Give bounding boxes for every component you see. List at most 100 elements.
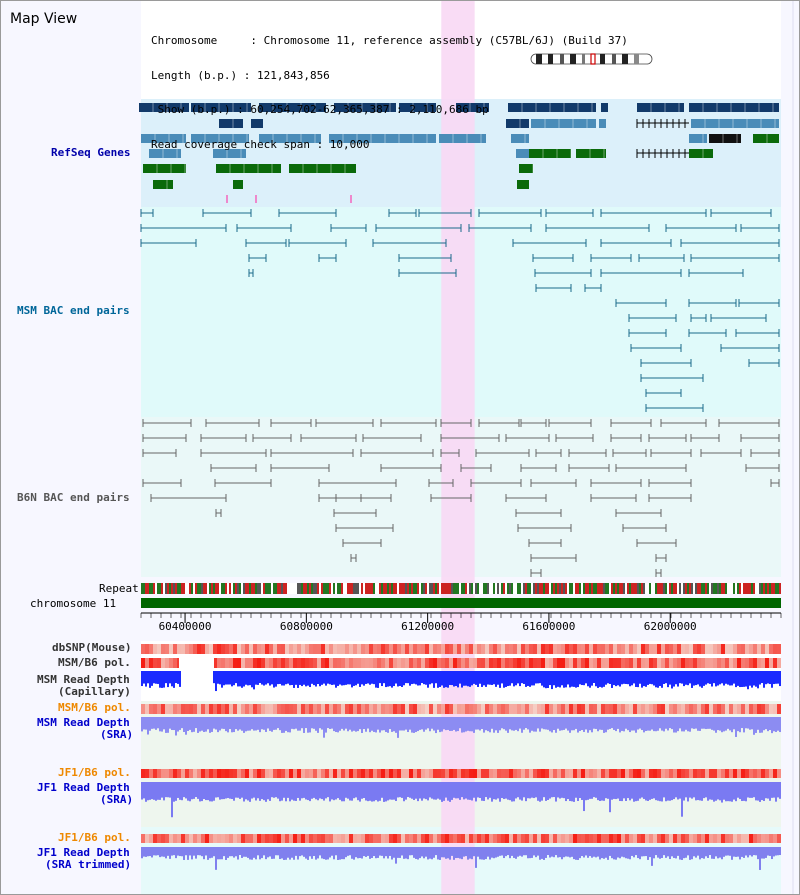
msm-b6-pol-cell (305, 658, 309, 668)
jf1-b6-pol-trim-cell (141, 834, 145, 843)
msm-depth-sra-bar (149, 717, 151, 731)
jf1-b6-pol-trim-cell (561, 834, 565, 843)
repeat-mark (333, 583, 335, 594)
jf1-depth-sra-bar (671, 782, 673, 801)
msm-depth-sra-bar (213, 717, 215, 729)
msm-b6-pol-sra-cell (693, 704, 697, 714)
msm-depth-sra-bar (223, 717, 225, 729)
msm-depth-sra-bar (493, 717, 495, 733)
repeat-mark (619, 583, 621, 594)
dbsnp-cell (641, 644, 645, 654)
jf1-depth-sra-bar (537, 782, 539, 801)
repeat-mark (373, 583, 375, 594)
jf1-b6-pol-trim-cell (357, 834, 361, 843)
msm-depth-sra-bar (437, 717, 439, 730)
msm-depth-sra-bar (427, 717, 429, 729)
repeat-mark (731, 583, 733, 594)
jf1-depth-trimmed-bar (201, 847, 203, 857)
jf1-b6-pol-cell (749, 769, 753, 778)
jf1-depth-trimmed-bar (459, 847, 461, 859)
jf1-depth-sra-bar (333, 782, 335, 801)
jf1-depth-sra-bar (389, 782, 391, 800)
msm-depth-capillary-bar (627, 671, 629, 685)
msm-b6-pol-sra-cell (421, 704, 425, 714)
jf1-depth-sra-bar (505, 782, 507, 799)
msm-depth-capillary-bar (359, 671, 361, 687)
jf1-depth-trimmed-bar (353, 847, 355, 860)
msm-b6-pol-cell (273, 658, 277, 668)
jf1-depth-trimmed-bar (731, 847, 733, 860)
msm-depth-sra-bar (367, 717, 369, 729)
jf1-depth-trimmed-bar (471, 847, 473, 860)
jf1-depth-sra-bar (689, 782, 691, 798)
dbsnp-cell (225, 644, 229, 654)
jf1-depth-trimmed-bar (463, 847, 465, 857)
msm-depth-capillary-bar (279, 671, 281, 684)
msm-depth-sra-bar (757, 717, 759, 730)
jf1-depth-sra-bar (435, 782, 437, 800)
jf1-depth-sra-bar (713, 782, 715, 802)
msm-b6-pol-sra-cell (673, 704, 677, 714)
repeat-mark (711, 583, 713, 594)
jf1-depth-sra-bar (497, 782, 499, 799)
jf1-depth-trimmed-bar (433, 847, 435, 858)
jf1-depth-sra-bar (631, 782, 633, 799)
repeat-mark (355, 583, 357, 594)
jf1-depth-sra-bar (197, 782, 199, 799)
msm-b6-pol-cell (153, 658, 157, 668)
chromosome-ideogram[interactable] (530, 53, 654, 65)
dbsnp-cell (437, 644, 441, 654)
msm-depth-sra-bar (191, 717, 193, 733)
repeat-mark (725, 583, 727, 594)
jf1-b6-pol-trim-cell (405, 834, 409, 843)
jf1-depth-trimmed-bar (693, 847, 695, 857)
jf1-depth-sra-bar (165, 782, 167, 798)
msm-b6-pol-cell (757, 658, 761, 668)
msm-b6-pol-cell (441, 658, 445, 668)
jf1-b6-pol-trim-cell (773, 834, 777, 843)
dbsnp-cell (701, 644, 705, 654)
jf1-depth-sra-bar (659, 782, 661, 802)
jf1-depth-trimmed-bar (143, 847, 145, 857)
repeat-mark (207, 583, 209, 594)
msm-depth-sra-bar (353, 717, 355, 731)
jf1-depth-trimmed-bar (145, 847, 147, 857)
jf1-b6-pol-trim-cell (393, 834, 397, 843)
repeat-mark (499, 583, 501, 594)
msm-b6-pol-sra-cell (341, 704, 345, 714)
msm-depth-sra-bar (617, 717, 619, 729)
jf1-b6-pol-trim-cell (237, 834, 241, 843)
repeat-mark (179, 583, 181, 594)
jf1-b6-pol-trim-cell (493, 834, 497, 843)
repeat-mark (493, 583, 495, 594)
msm-b6-pol-sra-cell (457, 704, 461, 714)
msm-depth-capillary-bar (377, 671, 379, 688)
msm-depth-capillary-bar (711, 671, 713, 687)
repeat-mark (605, 583, 607, 594)
msm-depth-sra-bar (697, 717, 699, 731)
msm-depth-capillary-bar (219, 671, 221, 685)
dbsnp-cell (741, 644, 745, 654)
jf1-b6-pol-cell (225, 769, 229, 778)
jf1-depth-trimmed-bar (613, 847, 615, 860)
dbsnp-cell (621, 644, 625, 654)
msm-b6-pol-cell (717, 658, 721, 668)
dbsnp-cell (377, 644, 381, 654)
jf1-depth-trimmed-bar (507, 847, 509, 856)
msm-b6-pol-sra-cell (297, 704, 301, 714)
jf1-depth-trimmed-bar (677, 847, 679, 856)
msm-b6-pol-cell (689, 658, 693, 668)
msm-depth-capillary-bar (387, 671, 389, 687)
repeat-mark (353, 583, 355, 594)
repeat-mark (675, 583, 677, 594)
repeat-mark (469, 583, 471, 594)
repeat-mark (673, 583, 675, 594)
jf1-depth-sra-bar (687, 782, 689, 802)
jf1-depth-trimmed-bar (455, 847, 457, 859)
refseq-gene (251, 119, 263, 128)
jf1-b6-pol-trim-cell (249, 834, 253, 843)
jf1-depth-sra-bar (247, 782, 249, 801)
jf1-depth-trimmed-bar (521, 847, 523, 857)
msm-b6-pol-sra-cell (741, 704, 745, 714)
